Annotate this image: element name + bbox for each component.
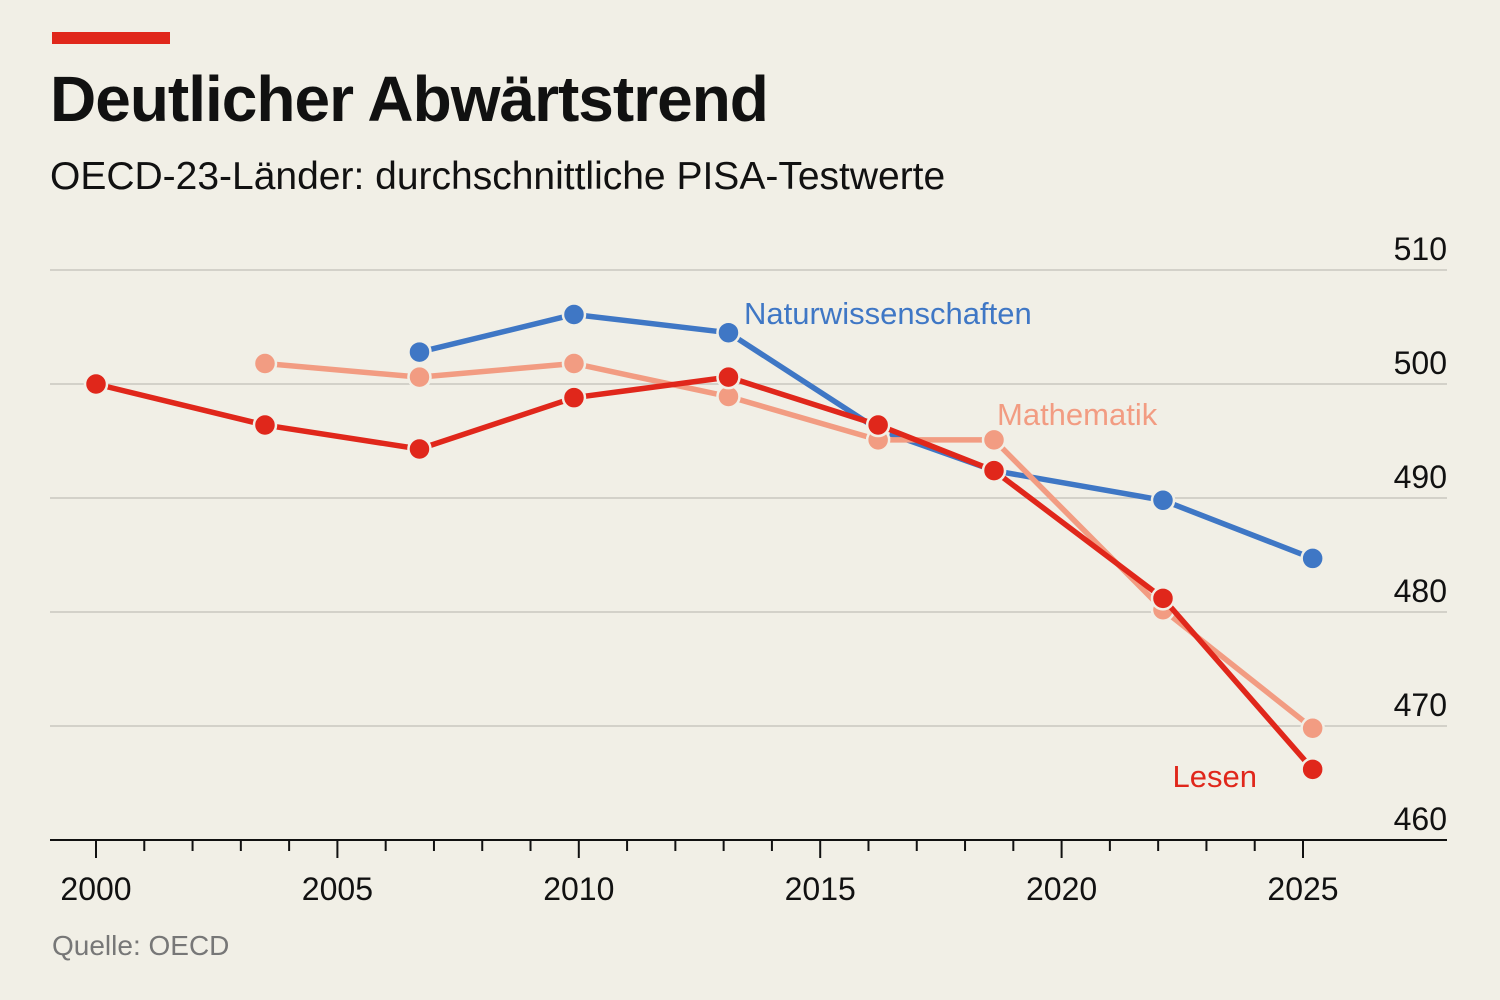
- accent-bar: [52, 32, 170, 44]
- x-axis: [50, 839, 1447, 858]
- gridlines: [50, 269, 1447, 727]
- data-point-lesen: [83, 371, 109, 397]
- x-tick-label: 2005: [302, 871, 373, 907]
- x-tick-label: 2025: [1267, 871, 1338, 907]
- chart-title: Deutlicher Abwärtstrend: [50, 63, 769, 135]
- data-point-lesen: [407, 436, 432, 462]
- chart-subtitle: OECD-23-Länder: durchschnittliche PISA-T…: [50, 155, 946, 198]
- data-point-naturwissenschaften: [1150, 488, 1176, 513]
- data-point-lesen: [252, 412, 278, 438]
- data-point-lesen: [561, 385, 587, 410]
- x-axis-labels: 2000 2005 2010 2015 2020 2025: [60, 871, 1338, 907]
- y-tick-label: 460: [1394, 801, 1447, 837]
- x-tick-label: 2015: [785, 871, 856, 907]
- data-point-lesen: [716, 364, 741, 390]
- data-point-mathematik: [252, 351, 278, 376]
- x-tick-label: 2000: [60, 871, 131, 907]
- y-tick-label: 510: [1394, 231, 1447, 267]
- data-point-naturwissenschaften: [716, 320, 741, 345]
- data-point-mathematik: [1300, 716, 1325, 741]
- y-tick-label: 490: [1394, 459, 1447, 495]
- y-tick-label: 470: [1394, 687, 1447, 723]
- data-point-lesen: [1150, 586, 1176, 611]
- data-point-mathematik: [981, 427, 1007, 453]
- y-axis-labels: 460 470 480 490 500 510: [1394, 231, 1447, 837]
- data-point-lesen: [1300, 757, 1325, 782]
- series-label-lesen: Lesen: [1173, 759, 1257, 794]
- data-point-naturwissenschaften: [407, 339, 432, 365]
- series-line-mathematik: [262, 360, 1316, 732]
- data-point-mathematik: [407, 364, 432, 390]
- series-label-mathematik: Mathematik: [997, 397, 1158, 432]
- data-point-naturwissenschaften: [1300, 546, 1325, 571]
- series-labels: Naturwissenschaften Mathematik Lesen: [744, 296, 1257, 794]
- x-tick-label: 2010: [543, 871, 614, 907]
- y-tick-label: 500: [1394, 345, 1447, 381]
- source-note: Quelle: OECD: [52, 930, 230, 961]
- data-point-lesen: [865, 412, 891, 438]
- data-point-lesen: [981, 458, 1007, 483]
- data-point-mathematik: [561, 351, 587, 376]
- series-label-naturwissenschaften: Naturwissenschaften: [744, 296, 1032, 331]
- data-point-naturwissenschaften: [561, 302, 587, 327]
- series-lines: [83, 302, 1325, 782]
- x-tick-label: 2020: [1026, 871, 1097, 907]
- y-tick-label: 480: [1394, 573, 1447, 609]
- series-line-lesen: [93, 374, 1316, 773]
